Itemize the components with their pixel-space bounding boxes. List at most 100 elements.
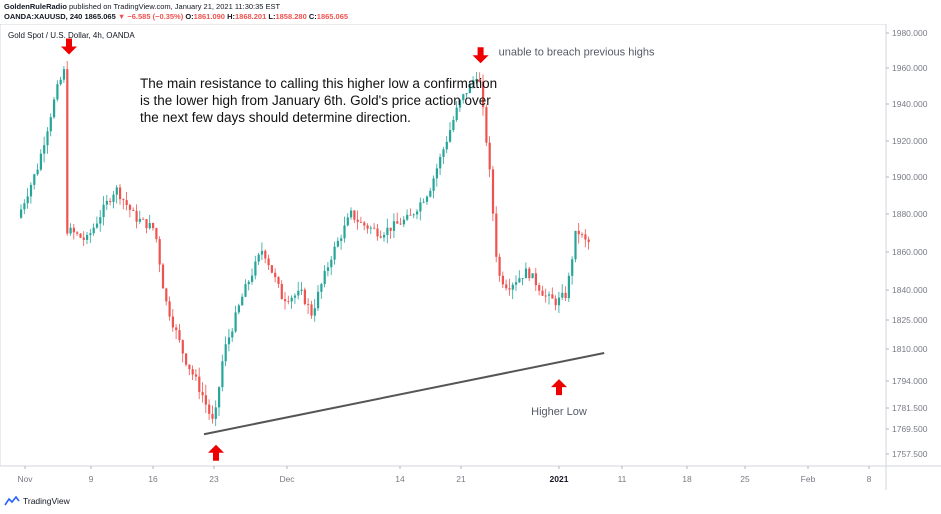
publish-info: GoldenRuleRadio published on TradingView… [4,2,348,12]
candle-body [468,83,471,94]
candle-body [379,236,382,238]
chart-svg[interactable]: Gold Spot / U.S. Dollar, 4h, OANDA 1980.0… [0,24,941,490]
x-tick-label: 9 [89,474,94,484]
candle-body [412,214,415,216]
candle-body [53,99,56,118]
candle-body [72,227,75,233]
candle-body [198,376,201,393]
candle-body [244,284,247,297]
y-tick-label: 1757.500 [892,449,928,459]
candle-body [218,387,221,408]
candle-body [350,210,353,218]
candle-body [406,214,409,220]
candle-body [254,261,257,276]
candle-body [204,395,207,405]
candle-body [581,234,584,236]
annotation-label: unable to breach previous highs [499,46,655,58]
candle-body [82,237,85,240]
y-tick-label: 1810.000 [892,344,928,354]
symbol-name: OANDA:XAUUSD, 240 [4,12,83,21]
x-tick-label: 25 [740,474,750,484]
candle-body [445,141,448,150]
x-tick-label: Dec [279,474,295,484]
candle-body [313,308,316,316]
candle-body [102,204,105,218]
candle-body [435,168,438,179]
chart-frame[interactable]: Gold Spot / U.S. Dollar, 4h, OANDA 1980.0… [0,24,941,490]
candle-body [475,79,478,81]
candle-body [138,218,141,222]
candle-body [320,284,323,292]
candle-body [29,184,33,197]
candle-body [409,214,412,216]
candle-body [148,223,151,229]
candle-body [402,219,405,225]
candle-body [488,142,491,170]
footer: TradingView [4,496,70,506]
last-price: 1865.065 [84,12,116,21]
candle-body [455,107,458,121]
plot-area [0,24,887,467]
candle-body [425,196,429,202]
candle-body [201,392,204,396]
candle-body [112,194,115,203]
candle-body [208,404,211,414]
candle-body [145,219,148,229]
candle-body [56,84,59,100]
candle-body [416,211,419,215]
y-tick-label: 1940.000 [892,99,928,109]
candle-body [79,233,82,238]
candle-body [270,265,273,273]
close-value: 1865.065 [316,12,349,21]
candle-body [429,190,432,197]
candle-body [515,282,518,285]
candle-body [135,210,138,222]
note-line: the next few days should determine direc… [140,110,411,125]
candle-body [383,234,386,238]
candle-body [561,292,564,298]
candle-body [284,299,287,302]
candle-body [39,153,42,170]
note-line: is the lower high from January 6th. Gold… [140,93,491,108]
candle-body [356,219,359,222]
candle-body [462,94,465,100]
candle-body [99,217,102,224]
x-tick-label: 8 [867,474,872,484]
candle-body [194,374,198,377]
candle-body [518,278,521,283]
footer-brand[interactable]: TradingView [23,496,70,506]
candle-body [155,228,158,240]
candle-body [300,289,303,291]
candle-body [122,199,125,201]
candle-body [389,227,392,231]
candle-body [277,277,280,284]
candle-body [125,200,128,205]
candle-body [290,297,293,302]
y-tick-label: 1769.500 [892,424,928,434]
candle-body [280,283,283,300]
candle-body [449,130,452,142]
tradingview-logo-icon [4,496,20,506]
candle-body [491,169,495,214]
candle-body [548,294,551,296]
candle-body [538,285,541,291]
candle-body [478,79,481,82]
candle-body [587,239,590,242]
candle-body [310,304,313,316]
candle-body [505,284,508,289]
candle-body [224,344,227,362]
candle-body [392,221,396,231]
candle-body [574,230,577,260]
candle-body [508,288,511,290]
open-value: 1861.090 [193,12,225,21]
candle-body [23,203,26,210]
candle-body [165,288,168,302]
candle-body [86,234,89,240]
y-tick-label: 1840.000 [892,285,928,295]
candle-body [452,120,455,131]
candle-body [528,268,531,279]
y-tick-label: 1825.000 [892,315,928,325]
low-value: 1858.280 [275,12,307,21]
candle-body [158,239,161,265]
x-tick-label: Feb [801,474,816,484]
